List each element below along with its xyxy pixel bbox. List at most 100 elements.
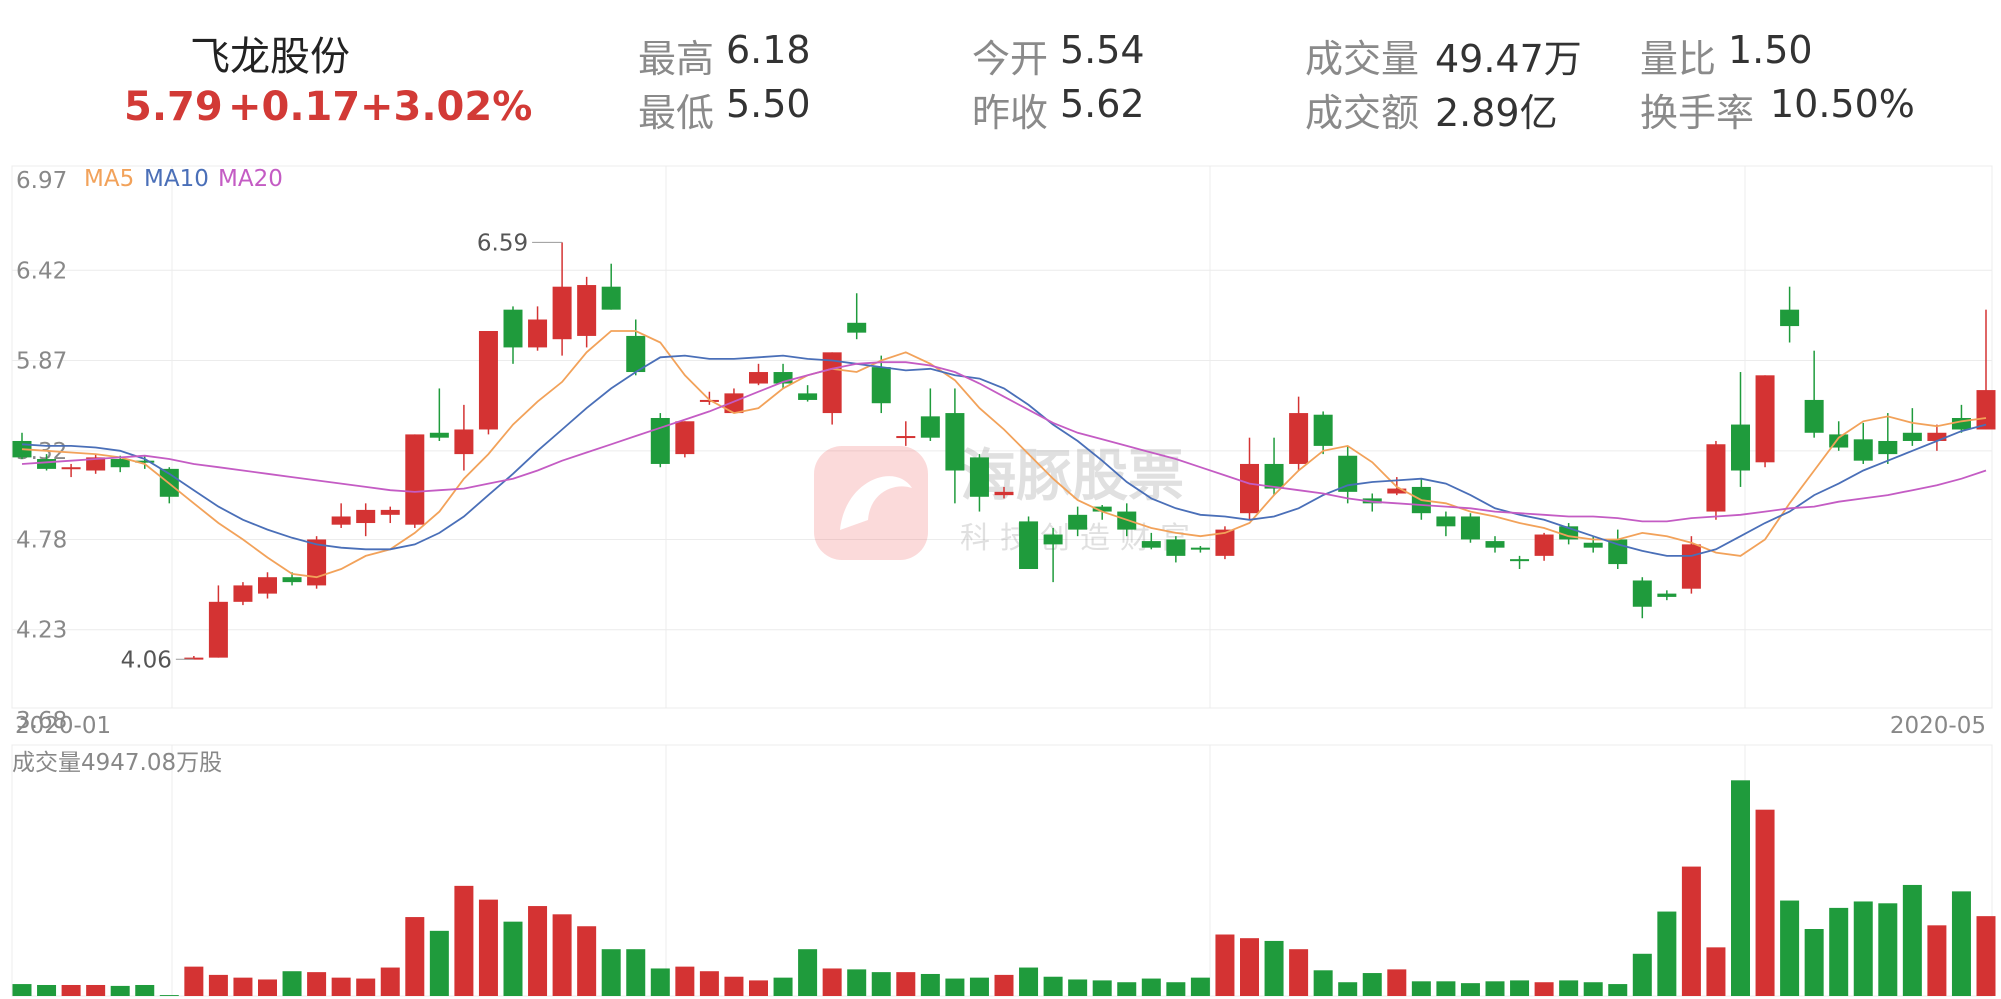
stat-value-low: 5.50	[726, 82, 811, 126]
candle-up	[749, 372, 768, 384]
candle-up	[1706, 444, 1726, 512]
candle-down	[1951, 417, 1971, 430]
price-change: +0.17	[228, 84, 361, 130]
candle-up	[1240, 463, 1259, 514]
volume-bar	[1632, 953, 1652, 996]
y-tick-label: 3.68	[16, 708, 67, 734]
volume-bar	[1190, 977, 1210, 996]
volume-bar	[1755, 809, 1775, 996]
volume-bar	[847, 969, 867, 996]
candle-up	[699, 399, 719, 402]
stat-label-volume-ratio: 量比	[1640, 37, 1717, 81]
candle-down	[429, 432, 449, 438]
volume-bar	[1902, 884, 1922, 996]
candle-up	[1215, 529, 1235, 556]
volume-bar	[1878, 903, 1898, 996]
volume-bar	[552, 914, 572, 996]
stat-value-open: 5.54	[1060, 28, 1145, 72]
volume-bar	[331, 977, 351, 996]
volume-title: 成交量4947.08万股	[12, 750, 222, 776]
candle-down	[503, 309, 523, 348]
candle-down	[37, 459, 57, 469]
volume-bar	[1657, 911, 1677, 996]
volume-bar	[1780, 900, 1800, 996]
volume-bar	[1976, 916, 1996, 996]
extreme-annotations: 6.59 4.06	[121, 230, 563, 673]
stat-value-turnover-rate: 10.50%	[1770, 82, 1915, 126]
candle-up	[1976, 390, 1996, 430]
volume-bar	[1092, 980, 1112, 996]
candle-up	[1534, 534, 1554, 556]
volume-bar	[1240, 938, 1259, 996]
volume-bar	[1264, 940, 1284, 996]
candle-down	[1657, 593, 1677, 597]
candlesticks	[12, 242, 1996, 660]
volume-bar	[61, 984, 81, 996]
candle-up	[233, 585, 253, 602]
candle-down	[945, 413, 965, 471]
volume-bar	[896, 972, 916, 996]
volume-bar	[37, 984, 57, 996]
volume-bar	[208, 974, 228, 996]
volume-bar	[1583, 982, 1603, 996]
watermark-title: 海豚股票	[960, 444, 1184, 509]
stat-label-volume: 成交量	[1305, 37, 1420, 81]
volume-bar	[1043, 976, 1063, 996]
candle-up	[405, 434, 425, 525]
x-start-label: 2020-01	[15, 713, 111, 739]
volume-bar	[650, 968, 670, 996]
volume-bar	[1362, 973, 1382, 996]
volume-bar	[920, 973, 940, 996]
volume-bar	[1706, 947, 1726, 996]
stat-value-volume-ratio: 1.50	[1728, 28, 1813, 72]
volume-bar	[1215, 934, 1235, 996]
volume-bar	[724, 976, 744, 996]
stat-label-prev-close: 昨收	[972, 91, 1049, 135]
candle-up	[528, 319, 548, 348]
candle-down	[969, 457, 989, 497]
stat-label-high: 最高	[638, 37, 715, 81]
stat-value-volume: 49.47万	[1435, 37, 1582, 81]
volume-bar	[86, 984, 106, 996]
stat-value-high: 6.18	[726, 28, 811, 72]
candle-down	[1019, 521, 1039, 569]
volume-bar	[1681, 866, 1701, 996]
stat-label-low: 最低	[638, 91, 715, 135]
y-tick-label: 4.23	[16, 618, 67, 644]
volume-bar	[1338, 982, 1358, 996]
volume-bar	[577, 926, 597, 996]
candle-down	[110, 459, 130, 468]
volume-bar	[159, 995, 179, 996]
volume-bar	[1387, 969, 1407, 996]
volume-bar	[454, 885, 474, 996]
moving-averages	[21, 330, 1987, 579]
candle-down	[1731, 424, 1750, 471]
candle-down	[773, 372, 793, 384]
stat-label-turnover: 成交额	[1305, 91, 1420, 135]
volume-bar	[1117, 982, 1137, 996]
candle-up	[331, 516, 351, 525]
legend: MA5 MA10 MA20	[84, 166, 283, 192]
stat-label-open: 今开	[972, 37, 1049, 81]
candle-up	[896, 436, 916, 439]
y-tick-label: 6.42	[16, 258, 67, 284]
price-panel-frame	[11, 165, 1993, 709]
x-end-label: 2020-05	[1890, 713, 1986, 739]
volume-bar	[503, 921, 523, 996]
candle-down	[1510, 559, 1530, 562]
candle-up	[356, 509, 376, 524]
candle-down	[1166, 539, 1186, 556]
volume-bar	[1534, 982, 1554, 996]
candle-down	[871, 367, 891, 404]
ma-line-ma5	[21, 330, 1987, 579]
volume-bar	[1829, 907, 1849, 996]
candle-up	[1681, 544, 1701, 589]
candle-down	[135, 460, 155, 463]
volume-bar	[969, 977, 989, 996]
volume-bar	[1559, 980, 1579, 996]
candle-up	[1387, 488, 1407, 494]
volume-bar	[822, 968, 842, 996]
candle-up	[675, 421, 695, 455]
legend-ma5: MA5	[84, 166, 134, 192]
candle-down	[1902, 432, 1922, 441]
